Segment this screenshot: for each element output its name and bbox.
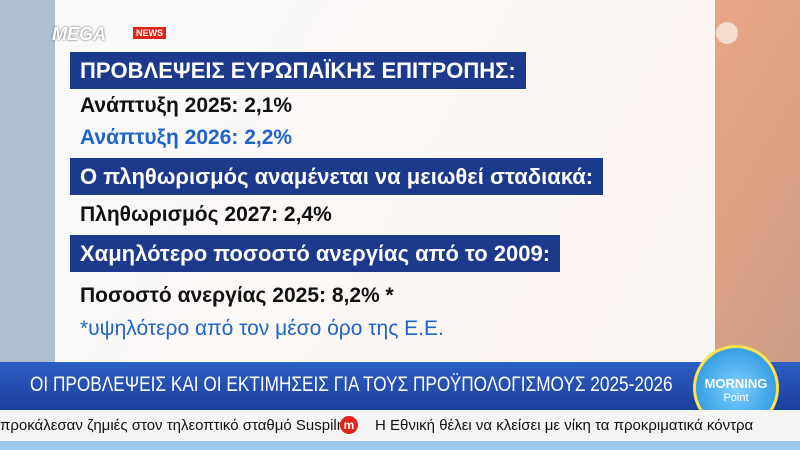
logo-tag: NEWS — [133, 27, 166, 39]
text-line: Πληθωρισμός 2027: 2,4% — [80, 203, 332, 226]
text-line: Ανάπτυξη 2026: 2,2% — [80, 126, 293, 149]
banner-text: ΟΙ ΠΡΟΒΛΕΨΕΙΣ ΚΑΙ ΟΙ ΕΚΤΙΜΗΣΕΙΣ ΓΙΑ ΤΟΥΣ… — [30, 373, 673, 396]
logo-brand: MEGA — [52, 24, 106, 44]
show-logo-title: MORNING — [704, 376, 768, 391]
footnote: *υψηλότερο από τον μέσο όρο της Ε.Ε. — [80, 317, 444, 340]
banner — [0, 362, 800, 410]
text-line: Ανάπτυξη 2025: 2,1% — [80, 94, 293, 117]
heading: ΠΡΟΒΛΕΨΕΙΣ ΕΥΡΩΠΑΪΚΗΣ ΕΠΙΤΡΟΠΗΣ: — [70, 52, 526, 89]
ticker-separator: m — [340, 416, 358, 434]
text-line: Ποσοστό ανεργίας 2025: 8,2% * — [80, 284, 394, 307]
backdrop — [0, 0, 55, 362]
heading: Χαμηλότερο ποσοστό ανεργίας από το 2009: — [70, 235, 561, 272]
heading: Ο πληθωρισμός αναμένεται να μειωθεί σταδ… — [70, 158, 604, 195]
channel-icon — [716, 22, 738, 44]
show-logo-subtitle: Point — [723, 392, 749, 404]
ticker: προκάλεσαν ζημιές στον τηλεοπτικό σταθμό… — [0, 410, 800, 441]
ticker-item: προκάλεσαν ζημιές στον τηλεοπτικό σταθμό… — [0, 417, 354, 434]
ticker-item: Η Εθνική θέλει να κλείσει με νίκη τα προ… — [375, 417, 754, 434]
bottom-strip — [0, 441, 800, 450]
